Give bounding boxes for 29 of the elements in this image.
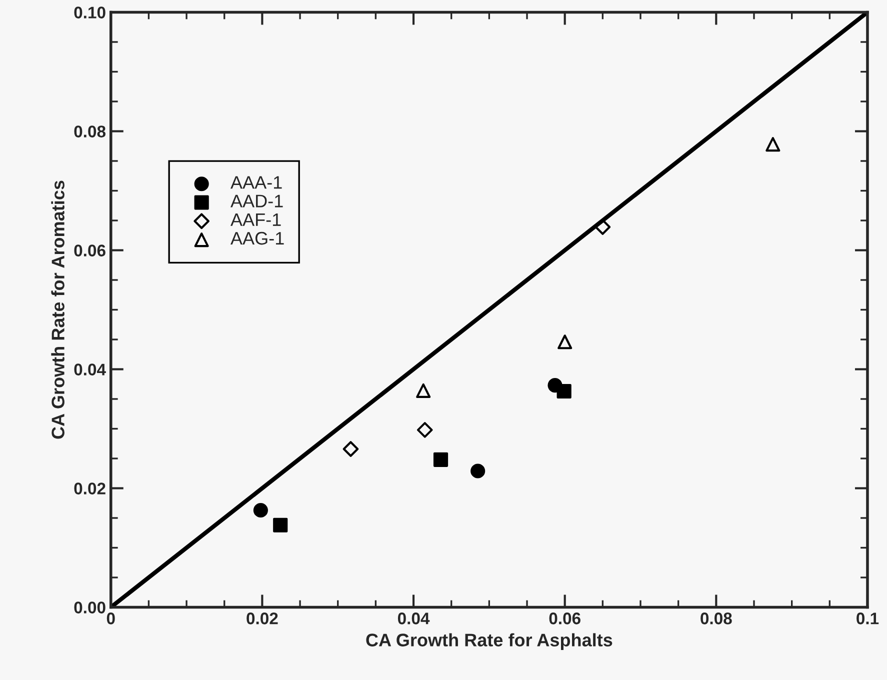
point [253, 502, 268, 518]
point [342, 441, 359, 457]
point [433, 452, 448, 467]
legend-label: AAG-1 [230, 232, 284, 245]
point [416, 422, 433, 438]
point [470, 464, 486, 478]
y-tick-label: 0.06 [74, 244, 106, 256]
point [273, 518, 288, 532]
point [558, 334, 572, 350]
point [556, 384, 572, 399]
x-tick-label: 0.06 [549, 612, 580, 624]
point [416, 383, 431, 398]
legend-label: AAA-1 [230, 176, 282, 189]
y-tick-label: 0.00 [74, 602, 106, 614]
legend-label: AAD-1 [230, 194, 283, 208]
y-tick-label: 0.04 [74, 364, 106, 376]
y-axis-title: CA Growth Rate for Aromatics [51, 180, 64, 439]
legend-label: AAF-1 [230, 213, 281, 226]
x-tick-label: 0.1 [856, 612, 879, 624]
x-tick-label: 0.02 [246, 612, 278, 624]
x-axis-title: CA Growth Rate for Asphalts [366, 633, 612, 650]
y-tick-label: 0.02 [74, 482, 106, 494]
y-tick-label: 0.08 [74, 126, 106, 138]
point [766, 137, 780, 152]
y-tick-label: 0.10 [74, 6, 106, 18]
point [594, 219, 611, 235]
x-tick-label: 0 [106, 612, 115, 624]
x-tick-label: 0.08 [700, 612, 732, 624]
x-tick-label: 0.04 [398, 612, 430, 624]
